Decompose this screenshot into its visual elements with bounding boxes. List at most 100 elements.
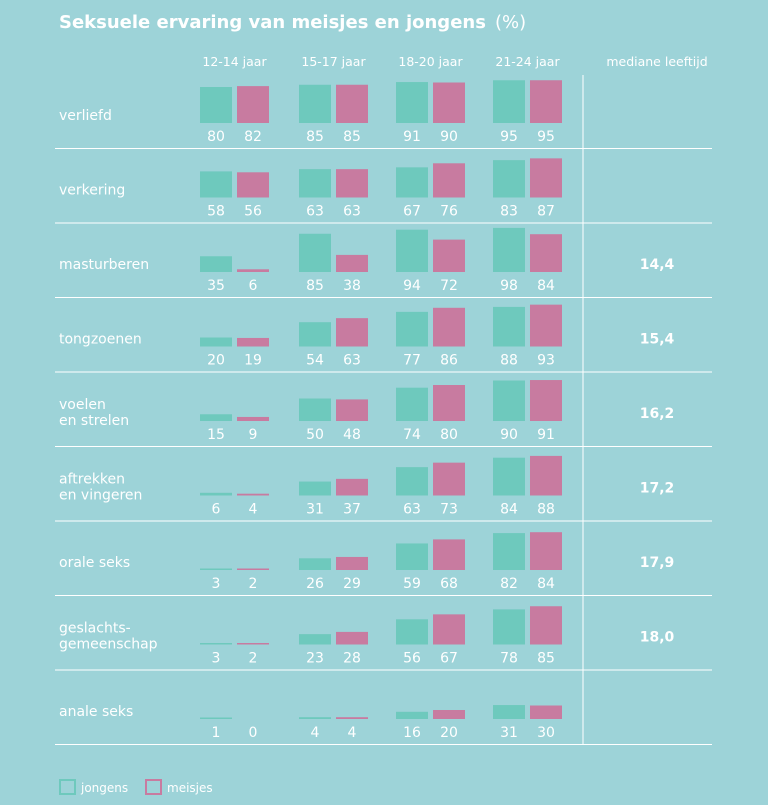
value-label-meisjes: 84 <box>537 278 555 294</box>
bar-jongens <box>493 380 525 421</box>
value-label-jongens: 84 <box>500 502 518 518</box>
age-group-header: 21-24 jaar <box>495 54 560 69</box>
value-label-meisjes: 88 <box>537 502 555 518</box>
bar-meisjes <box>433 614 465 645</box>
value-label-meisjes: 28 <box>343 651 361 667</box>
chart-row: verliefd 80 82 85 85 91 90 95 95 <box>55 80 712 149</box>
value-label-jongens: 50 <box>306 427 324 443</box>
value-label-jongens: 20 <box>207 353 225 369</box>
bar-jongens <box>396 167 428 198</box>
chart-title: Seksuele ervaring van meisjes en jongens… <box>59 12 526 33</box>
value-label-meisjes: 95 <box>537 129 555 145</box>
bar-jongens <box>200 414 232 421</box>
bar-jongens <box>396 82 428 123</box>
age-group-header: 18-20 jaar <box>398 54 463 69</box>
value-label-jongens: 80 <box>207 129 225 145</box>
legend: jongens meisjes <box>59 779 213 795</box>
bar-jongens <box>200 87 232 123</box>
value-label-meisjes: 63 <box>343 353 361 369</box>
chart-title-unit: (%) <box>495 12 526 33</box>
legend-label-meisjes: meisjes <box>167 781 213 795</box>
value-label-meisjes: 2 <box>249 651 258 667</box>
bar-meisjes <box>433 239 465 272</box>
chart-row: anale seks 1 0 4 4 16 20 31 30 <box>55 704 712 745</box>
bar-meisjes <box>336 717 368 719</box>
bar-meisjes <box>530 80 562 123</box>
value-label-jongens: 6 <box>212 502 221 518</box>
bar-meisjes <box>336 478 368 496</box>
value-label-jongens: 54 <box>306 353 324 369</box>
row-label: geslachts- <box>59 621 131 637</box>
value-label-jongens: 3 <box>212 651 221 667</box>
value-label-jongens: 85 <box>306 129 324 145</box>
value-label-jongens: 63 <box>306 204 324 220</box>
bar-meisjes <box>336 631 368 645</box>
value-label-meisjes: 87 <box>537 204 555 220</box>
row-label: gemeenschap <box>59 637 158 653</box>
column-headers: 12-14 jaar 15-17 jaar 18-20 jaar 21-24 jaar… <box>202 54 707 69</box>
age-group-header: 12-14 jaar <box>202 54 267 69</box>
value-label-meisjes: 19 <box>244 353 262 369</box>
bar-meisjes <box>237 568 269 570</box>
bar-jongens <box>396 311 428 347</box>
chart-row: tongzoenen 20 19 54 63 77 86 88 93 15,4 <box>55 304 712 373</box>
value-label-jongens: 4 <box>311 725 320 741</box>
bar-jongens <box>299 233 331 272</box>
value-label-meisjes: 48 <box>343 427 361 443</box>
bar-jongens <box>200 171 232 198</box>
value-label-meisjes: 4 <box>249 502 258 518</box>
bar-meisjes <box>237 643 269 645</box>
bar-jongens <box>299 634 331 645</box>
value-label-meisjes: 80 <box>440 427 458 443</box>
value-label-jongens: 31 <box>306 502 324 518</box>
bar-meisjes <box>336 84 368 123</box>
value-label-meisjes: 2 <box>249 576 258 592</box>
bar-meisjes <box>237 269 269 272</box>
legend-swatch-jongens <box>59 779 76 795</box>
value-label-jongens: 23 <box>306 651 324 667</box>
bar-jongens <box>299 84 331 123</box>
bar-jongens <box>396 711 428 719</box>
value-label-jongens: 78 <box>500 651 518 667</box>
value-label-jongens: 83 <box>500 204 518 220</box>
bar-jongens <box>493 306 525 347</box>
median-header: mediane leeftijd <box>606 54 707 69</box>
bar-meisjes <box>336 318 368 347</box>
bar-jongens <box>396 543 428 570</box>
bar-meisjes <box>433 82 465 123</box>
row-label: tongzoenen <box>59 332 142 348</box>
bar-meisjes <box>530 705 562 719</box>
bar-meisjes <box>336 169 368 198</box>
value-label-meisjes: 82 <box>244 129 262 145</box>
value-label-jongens: 59 <box>403 576 421 592</box>
value-label-jongens: 85 <box>306 278 324 294</box>
bar-jongens <box>493 160 525 198</box>
bar-jongens <box>299 169 331 198</box>
bar-meisjes <box>433 307 465 347</box>
value-label-meisjes: 90 <box>440 129 458 145</box>
value-label-jongens: 26 <box>306 576 324 592</box>
bar-meisjes <box>336 399 368 421</box>
value-label-meisjes: 67 <box>440 651 458 667</box>
row-label: masturberen <box>59 257 149 273</box>
bar-jongens <box>200 643 232 645</box>
value-label-meisjes: 76 <box>440 204 458 220</box>
bar-jongens <box>493 227 525 272</box>
median-age-value: 18,0 <box>640 630 675 646</box>
row-label: orale seks <box>59 555 130 571</box>
value-label-meisjes: 0 <box>249 725 258 741</box>
value-label-jongens: 90 <box>500 427 518 443</box>
value-label-meisjes: 85 <box>343 129 361 145</box>
bar-jongens <box>200 568 232 570</box>
bar-jongens <box>299 322 331 347</box>
bar-jongens <box>493 80 525 123</box>
value-label-meisjes: 91 <box>537 427 555 443</box>
value-label-jongens: 74 <box>403 427 421 443</box>
bar-meisjes <box>530 304 562 347</box>
bar-meisjes <box>237 493 269 496</box>
bar-meisjes <box>433 462 465 496</box>
